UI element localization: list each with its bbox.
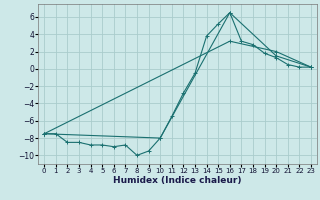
X-axis label: Humidex (Indice chaleur): Humidex (Indice chaleur) [113,176,242,185]
